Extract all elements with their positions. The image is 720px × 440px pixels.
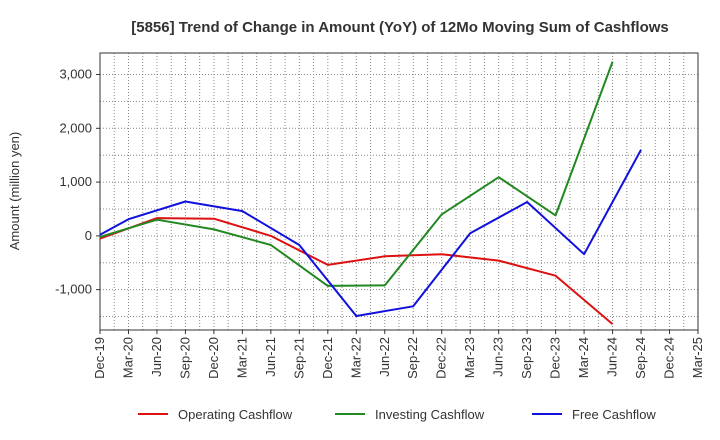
x-tick-label: Mar-23 [462,337,477,378]
x-tick-label: Dec-24 [662,337,677,379]
y-tick-label: 0 [85,228,92,243]
x-tick-label: Mar-20 [120,337,135,378]
x-tick-label: Jun-24 [605,337,620,377]
x-tick-label: Sep-24 [633,337,648,379]
x-tick-label: Dec-19 [92,337,107,379]
y-tick-labels: -1,000 0 1,000 2,000 3,000 [55,67,100,297]
x-tick-label: Mar-21 [234,337,249,378]
series-group [99,61,642,325]
x-tick-label: Dec-22 [434,337,449,379]
series-line-operating-cashflow [99,217,614,325]
series-line-free-cashflow [99,149,642,317]
y-tick-label: 3,000 [59,67,92,82]
grid [99,53,699,330]
x-tick-label: Sep-21 [291,337,306,379]
legend-label: Investing Cashflow [375,407,485,422]
x-tick-label: Sep-20 [177,337,192,379]
chart-title: [5856] Trend of Change in Amount (YoY) o… [131,19,669,36]
x-tick-label: Jun-20 [149,337,164,377]
x-tick-labels: Dec-19 Mar-20 Jun-20 Sep-20 Dec-20 Mar-21 Jun-… [92,330,705,379]
x-tick-label: Jun-21 [263,337,278,377]
x-tick-label: Jun-22 [377,337,392,377]
y-tick-label: -1,000 [55,282,92,297]
y-tick-label: 2,000 [59,120,92,135]
x-tick-label: Mar-24 [576,337,591,378]
x-tick-label: Sep-22 [405,337,420,379]
y-axis-label: Amount (million yen) [7,132,22,251]
legend: Operating Cashflow Investing Cashflow Free… [138,407,656,422]
x-tick-label: Dec-21 [320,337,335,379]
series-line-investing-cashflow [99,61,614,287]
legend-label: Free Cashflow [572,407,656,422]
y-tick-label: 1,000 [59,174,92,189]
plot-area [99,52,699,331]
legend-label: Operating Cashflow [178,407,293,422]
x-tick-label: Sep-23 [519,337,534,379]
x-tick-label: Mar-25 [690,337,705,378]
x-tick-label: Dec-23 [548,337,563,379]
x-tick-label: Mar-22 [348,337,363,378]
x-tick-label: Jun-23 [491,337,506,377]
x-tick-label: Dec-20 [206,337,221,379]
